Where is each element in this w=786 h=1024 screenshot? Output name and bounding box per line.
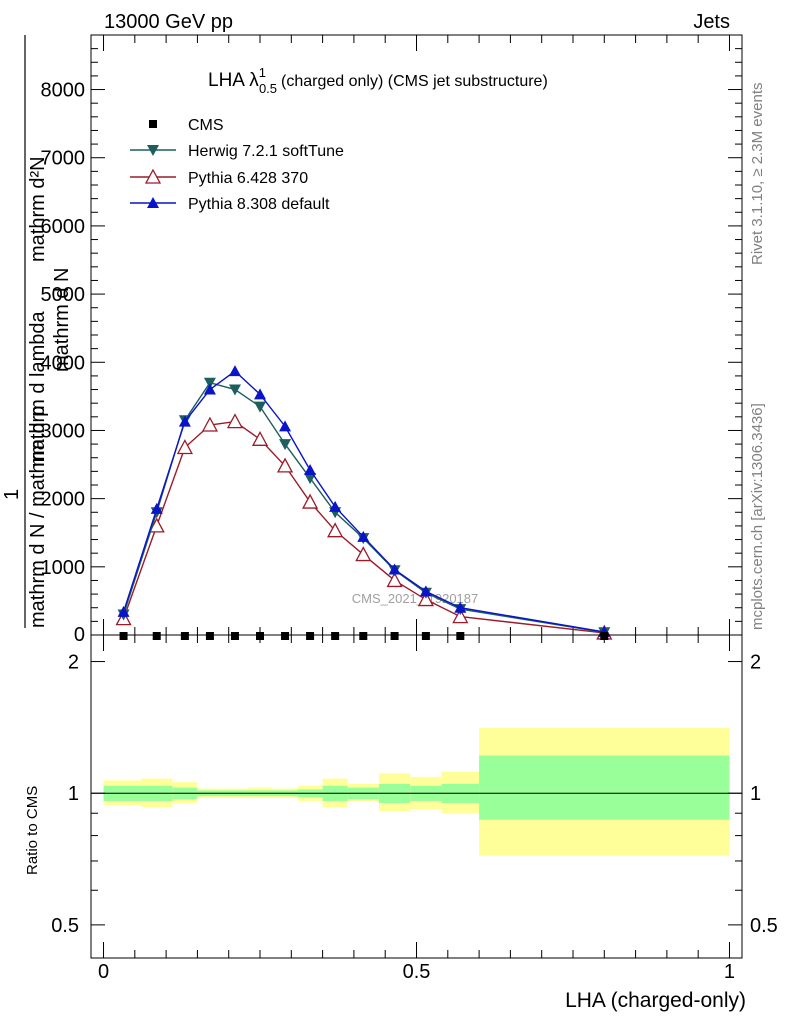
- herwig-marker: [304, 473, 317, 485]
- pythia8-marker: [419, 585, 432, 597]
- pythia6-marker: [417, 591, 434, 607]
- pythia6-marker: [176, 439, 193, 455]
- pythia8-marker: [203, 383, 216, 395]
- rivet-version-label: Rivet 3.1.10, ≥ 2.3M events: [749, 83, 766, 266]
- cms-data-point: [359, 632, 368, 640]
- ratio-plot: 0.5 0.51 12 2 0 0.5 1 Ratio to CMS LHA (charg…: [24, 634, 778, 1012]
- cms-data-point: [306, 632, 315, 640]
- pythia8-marker: [228, 365, 241, 377]
- ylabel-denominator: mathrm d N / mathrm d p: [27, 406, 49, 628]
- series-line: [122, 370, 605, 633]
- cms-data-point: [230, 632, 239, 640]
- pythia8-marker: [304, 464, 317, 475]
- pythia6-marker: [201, 416, 219, 432]
- main-x-ticks: [103, 35, 730, 635]
- ratio-y-tick-label-right: 1: [750, 783, 761, 805]
- x-axis-label: LHA (charged-only): [565, 989, 746, 1012]
- x-tick-label: 0: [98, 961, 109, 983]
- herwig-marker: [203, 377, 216, 389]
- ylabel-numerator: mathrm d²N: [27, 156, 49, 262]
- pythia6-marker: [301, 493, 319, 509]
- chart-title-sup: 1: [259, 65, 266, 80]
- ratio-y-tick-label: 0.5: [51, 915, 79, 937]
- pythia8-marker: [357, 530, 370, 542]
- pythia6-marker: [251, 430, 269, 446]
- chart-title: LHA λ1 0.5 (charged only) (CMS jet substru…: [208, 65, 548, 96]
- ratio-y-tick-label-right: 2: [750, 652, 761, 674]
- pythia6-marker: [327, 522, 344, 538]
- pythia8-marker: [279, 420, 292, 432]
- pythia8-marker: [117, 605, 130, 617]
- mcplots-label: mcplots.cern.ch [arXiv:1306.3436]: [749, 403, 766, 630]
- pythia6-marker: [144, 168, 162, 184]
- pythia6-marker: [355, 546, 372, 562]
- main-y-tick-label: 6000: [41, 216, 86, 238]
- pythia8-marker: [329, 500, 342, 512]
- pythia8-marker: [254, 388, 267, 400]
- x-tick-label: 0.5: [403, 961, 431, 983]
- header-energy: 13000 GeV pp: [104, 11, 233, 33]
- main-y-tick-label: 7000: [41, 148, 86, 170]
- ylabel-numerator-part: mathrm d lambda: [27, 311, 49, 467]
- ratio-y-tick-label-right: 0.5: [750, 915, 778, 937]
- ratio-y-tick-label: 1: [68, 783, 79, 805]
- pythia8-marker: [147, 197, 159, 208]
- main-y-tick-label-zero: 0: [74, 624, 85, 646]
- cms-data-point: [390, 632, 399, 640]
- cms-data-point: [456, 632, 465, 640]
- legend: CMS Herwig 7.2.1 softTune Pythia 6.428 370…: [130, 117, 344, 213]
- legend-label: CMS: [188, 117, 224, 134]
- herwig-marker: [254, 401, 267, 413]
- main-y-tick-label: 2000: [41, 489, 86, 511]
- main-y-tick-label: 5000: [41, 284, 86, 306]
- series-0: [119, 632, 609, 640]
- pythia6-marker: [276, 457, 294, 473]
- chart-title-main: LHA λ: [208, 70, 259, 91]
- chart-title-sub: 0.5: [259, 81, 277, 96]
- pythia6-marker: [148, 517, 165, 533]
- series-layer: [115, 365, 613, 640]
- pythia8-marker: [178, 415, 191, 427]
- main-y-tick-label: 4000: [41, 352, 86, 374]
- pythia8-marker: [150, 502, 163, 514]
- pythia6-marker: [226, 413, 244, 429]
- herwig-marker: [228, 384, 241, 396]
- legend-label: Pythia 6.428 370: [188, 170, 308, 187]
- main-y-label: mathrm d²N mathrm d lambda 1 mathrm d N …: [1, 35, 73, 628]
- legend-label: Pythia 8.308 default: [188, 196, 330, 213]
- x-tick-label: 1: [724, 961, 735, 983]
- cms-data-point: [152, 632, 161, 640]
- main-y-tick-label: 1000: [41, 557, 86, 579]
- cms-data-point: [180, 632, 189, 640]
- herwig-marker: [279, 439, 292, 451]
- pythia8-marker: [388, 563, 401, 575]
- ylabel-mid: mathrm d N: [51, 268, 73, 372]
- ylabel-one: 1: [1, 489, 23, 500]
- cms-data-point: [119, 632, 128, 640]
- legend-label: Herwig 7.2.1 softTune: [188, 143, 344, 160]
- ratio-y-tick-label: 2: [68, 652, 79, 674]
- chart-title-rest: (charged only) (CMS jet substructure): [281, 73, 548, 90]
- ratio-band-inner: [479, 755, 730, 820]
- cms-data-point: [281, 632, 290, 640]
- cms-data-point: [149, 120, 157, 128]
- ratio-y-label: Ratio to CMS: [24, 786, 41, 875]
- ratio-bands: [103, 727, 730, 856]
- pythia8-marker: [454, 601, 467, 613]
- cms-data-point: [205, 632, 214, 640]
- header-jets: Jets: [693, 11, 730, 33]
- main-y-ticks: 1000 2000 3000 4000 5000 6000 7000 8000 0: [41, 34, 742, 646]
- pythia6-marker: [452, 608, 469, 624]
- ratio-x-ticks: 0 0.5 1: [98, 635, 735, 983]
- ratio-y-ticks: 0.5 0.5 1 1 2 2: [51, 652, 778, 937]
- cms-data-point: [421, 632, 430, 640]
- main-y-tick-label: 8000: [41, 80, 86, 102]
- pythia6-marker: [386, 572, 403, 588]
- cms-data-point: [331, 632, 340, 640]
- main-y-tick-label: 3000: [41, 420, 86, 442]
- herwig-marker: [147, 145, 159, 156]
